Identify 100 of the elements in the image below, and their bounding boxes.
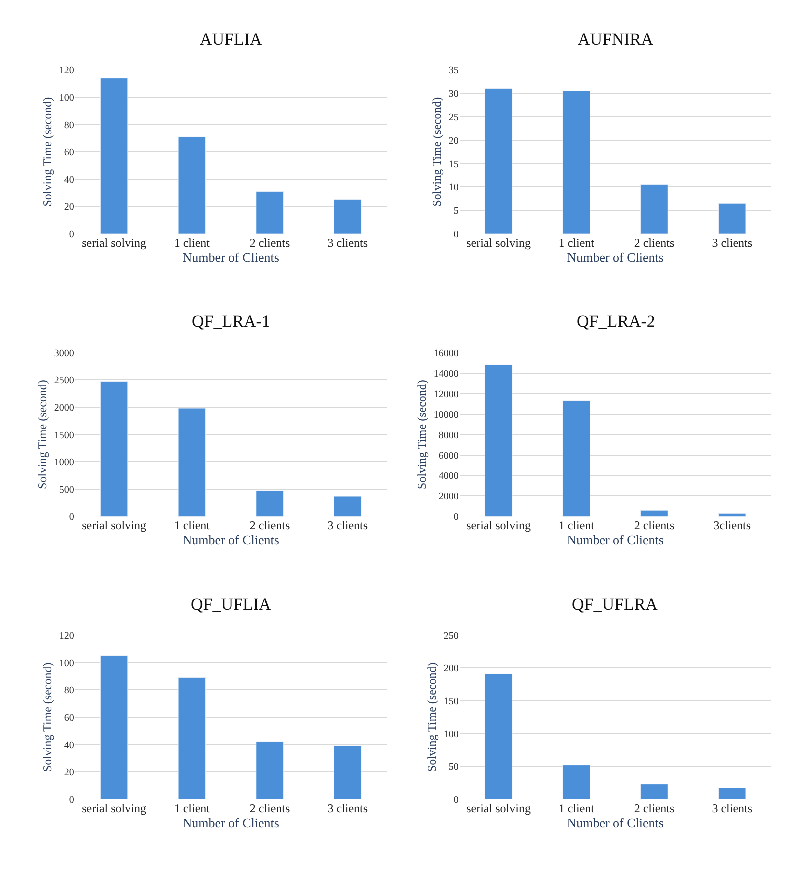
y-tick-label: 40: [64, 174, 74, 186]
x-tick-label: serial solving: [466, 518, 531, 533]
bar: [256, 742, 284, 800]
bar: [640, 184, 668, 234]
x-tick-label: 3 clients: [328, 236, 368, 250]
bar: [718, 788, 746, 800]
bar: [334, 200, 362, 234]
bar: [178, 136, 206, 234]
y-tick-label: 0: [454, 512, 459, 524]
chart-title: QF_UFLRA: [572, 595, 659, 614]
y-tick-label: 250: [444, 630, 459, 642]
y-tick-label: 2000: [438, 492, 459, 503]
x-tick-label: 1 client: [174, 236, 211, 250]
y-tick-label: 0: [69, 794, 74, 806]
x-tick-label: serial solving: [466, 236, 531, 250]
x-tick-label: 2 clients: [250, 801, 291, 816]
bar: [334, 746, 362, 800]
bar: [718, 203, 746, 234]
y-tick-label: 20: [64, 768, 74, 779]
chart-title: QF_LRA-1: [192, 312, 270, 331]
x-tick-label: 1 client: [558, 801, 596, 816]
y-tick-label: 3000: [54, 348, 74, 360]
x-axis-title: Number of Clients: [182, 532, 280, 548]
bar: [334, 496, 362, 517]
x-tick-label: 1 client: [174, 801, 211, 816]
y-tick-label: 6000: [438, 450, 459, 462]
y-tick-label: 1000: [54, 458, 74, 469]
y-axis-title: Solving Time (second): [430, 97, 444, 207]
y-tick-label: 100: [59, 658, 74, 670]
bar: [562, 765, 591, 800]
y-tick-label: 0: [454, 230, 459, 241]
y-axis-title: Solving Time (second): [40, 97, 55, 207]
bar: [178, 408, 206, 517]
x-tick-label: 3 clients: [712, 236, 753, 250]
bar: [562, 400, 591, 517]
x-tick-label: serial solving: [82, 236, 146, 250]
y-tick-label: 20: [64, 202, 74, 214]
y-axis-title: Solving Time (second): [40, 662, 55, 772]
bar: [100, 78, 128, 234]
bar: [562, 90, 591, 234]
x-tick-label: 2 clients: [634, 801, 676, 816]
y-tick-label: 0: [69, 230, 74, 241]
x-tick-label: serial solving: [82, 801, 146, 816]
y-tick-label: 0: [69, 512, 74, 524]
bar: [484, 364, 513, 517]
y-tick-label: 5: [454, 206, 459, 218]
y-tick-label: 200: [444, 664, 459, 675]
y-axis-title: Solving Time (second): [415, 380, 430, 490]
bar: [640, 784, 668, 800]
bar: [718, 513, 746, 517]
y-tick-label: 10: [448, 182, 459, 194]
y-tick-label: 0: [454, 794, 459, 806]
y-tick-label: 2500: [54, 376, 74, 387]
y-tick-label: 60: [64, 148, 74, 159]
bar: [178, 678, 206, 800]
x-axis-title: Number of Clients: [182, 250, 280, 266]
y-tick-label: 40: [64, 740, 74, 752]
y-tick-label: 20: [448, 136, 459, 147]
x-tick-label: 2 clients: [634, 236, 676, 250]
x-axis-title: Number of Clients: [567, 250, 664, 266]
bar: [100, 381, 128, 517]
y-tick-label: 8000: [438, 430, 459, 442]
y-tick-label: 500: [59, 484, 74, 496]
y-tick-label: 120: [59, 66, 74, 77]
x-tick-label: 3 clients: [328, 518, 368, 533]
x-tick-label: 3 clients: [712, 801, 753, 816]
y-tick-label: 80: [64, 120, 74, 132]
x-axis-title: Number of Clients: [567, 815, 664, 830]
y-tick-label: 1500: [54, 430, 74, 442]
chart-title: QF_UFLIA: [191, 595, 272, 614]
bar: [484, 88, 513, 234]
x-tick-label: 2 clients: [250, 236, 291, 250]
y-axis-title: Solving Time (second): [425, 662, 440, 772]
chart-title: AUFLIA: [200, 30, 264, 49]
y-axis-title: Solving Time (second): [36, 380, 50, 490]
x-tick-label: 2 clients: [634, 518, 676, 533]
x-tick-label: 1 client: [558, 518, 596, 533]
chart-title: AUFNIRA: [578, 30, 654, 49]
y-tick-label: 25: [448, 112, 459, 124]
y-tick-label: 16000: [434, 348, 459, 360]
y-tick-label: 15: [448, 159, 459, 170]
y-tick-label: 2000: [54, 402, 74, 414]
x-tick-label: 3clients: [714, 518, 752, 533]
x-tick-label: serial solving: [82, 518, 146, 533]
y-tick-label: 12000: [434, 389, 459, 400]
x-axis-title: Number of Clients: [567, 532, 664, 548]
bar: [640, 510, 668, 517]
y-tick-label: 100: [444, 729, 459, 740]
y-tick-label: 100: [59, 92, 74, 104]
y-tick-label: 4000: [438, 471, 459, 482]
x-axis-title: Number of Clients: [182, 815, 280, 830]
bar: [256, 191, 284, 234]
x-tick-label: 2 clients: [250, 518, 291, 533]
x-tick-label: 1 client: [558, 236, 596, 250]
x-tick-label: 1 client: [174, 518, 211, 533]
y-tick-label: 80: [64, 686, 74, 697]
x-tick-label: serial solving: [466, 801, 531, 816]
y-tick-label: 120: [59, 630, 74, 642]
chart-title: QF_LRA-2: [577, 312, 656, 331]
bar: [256, 490, 284, 517]
